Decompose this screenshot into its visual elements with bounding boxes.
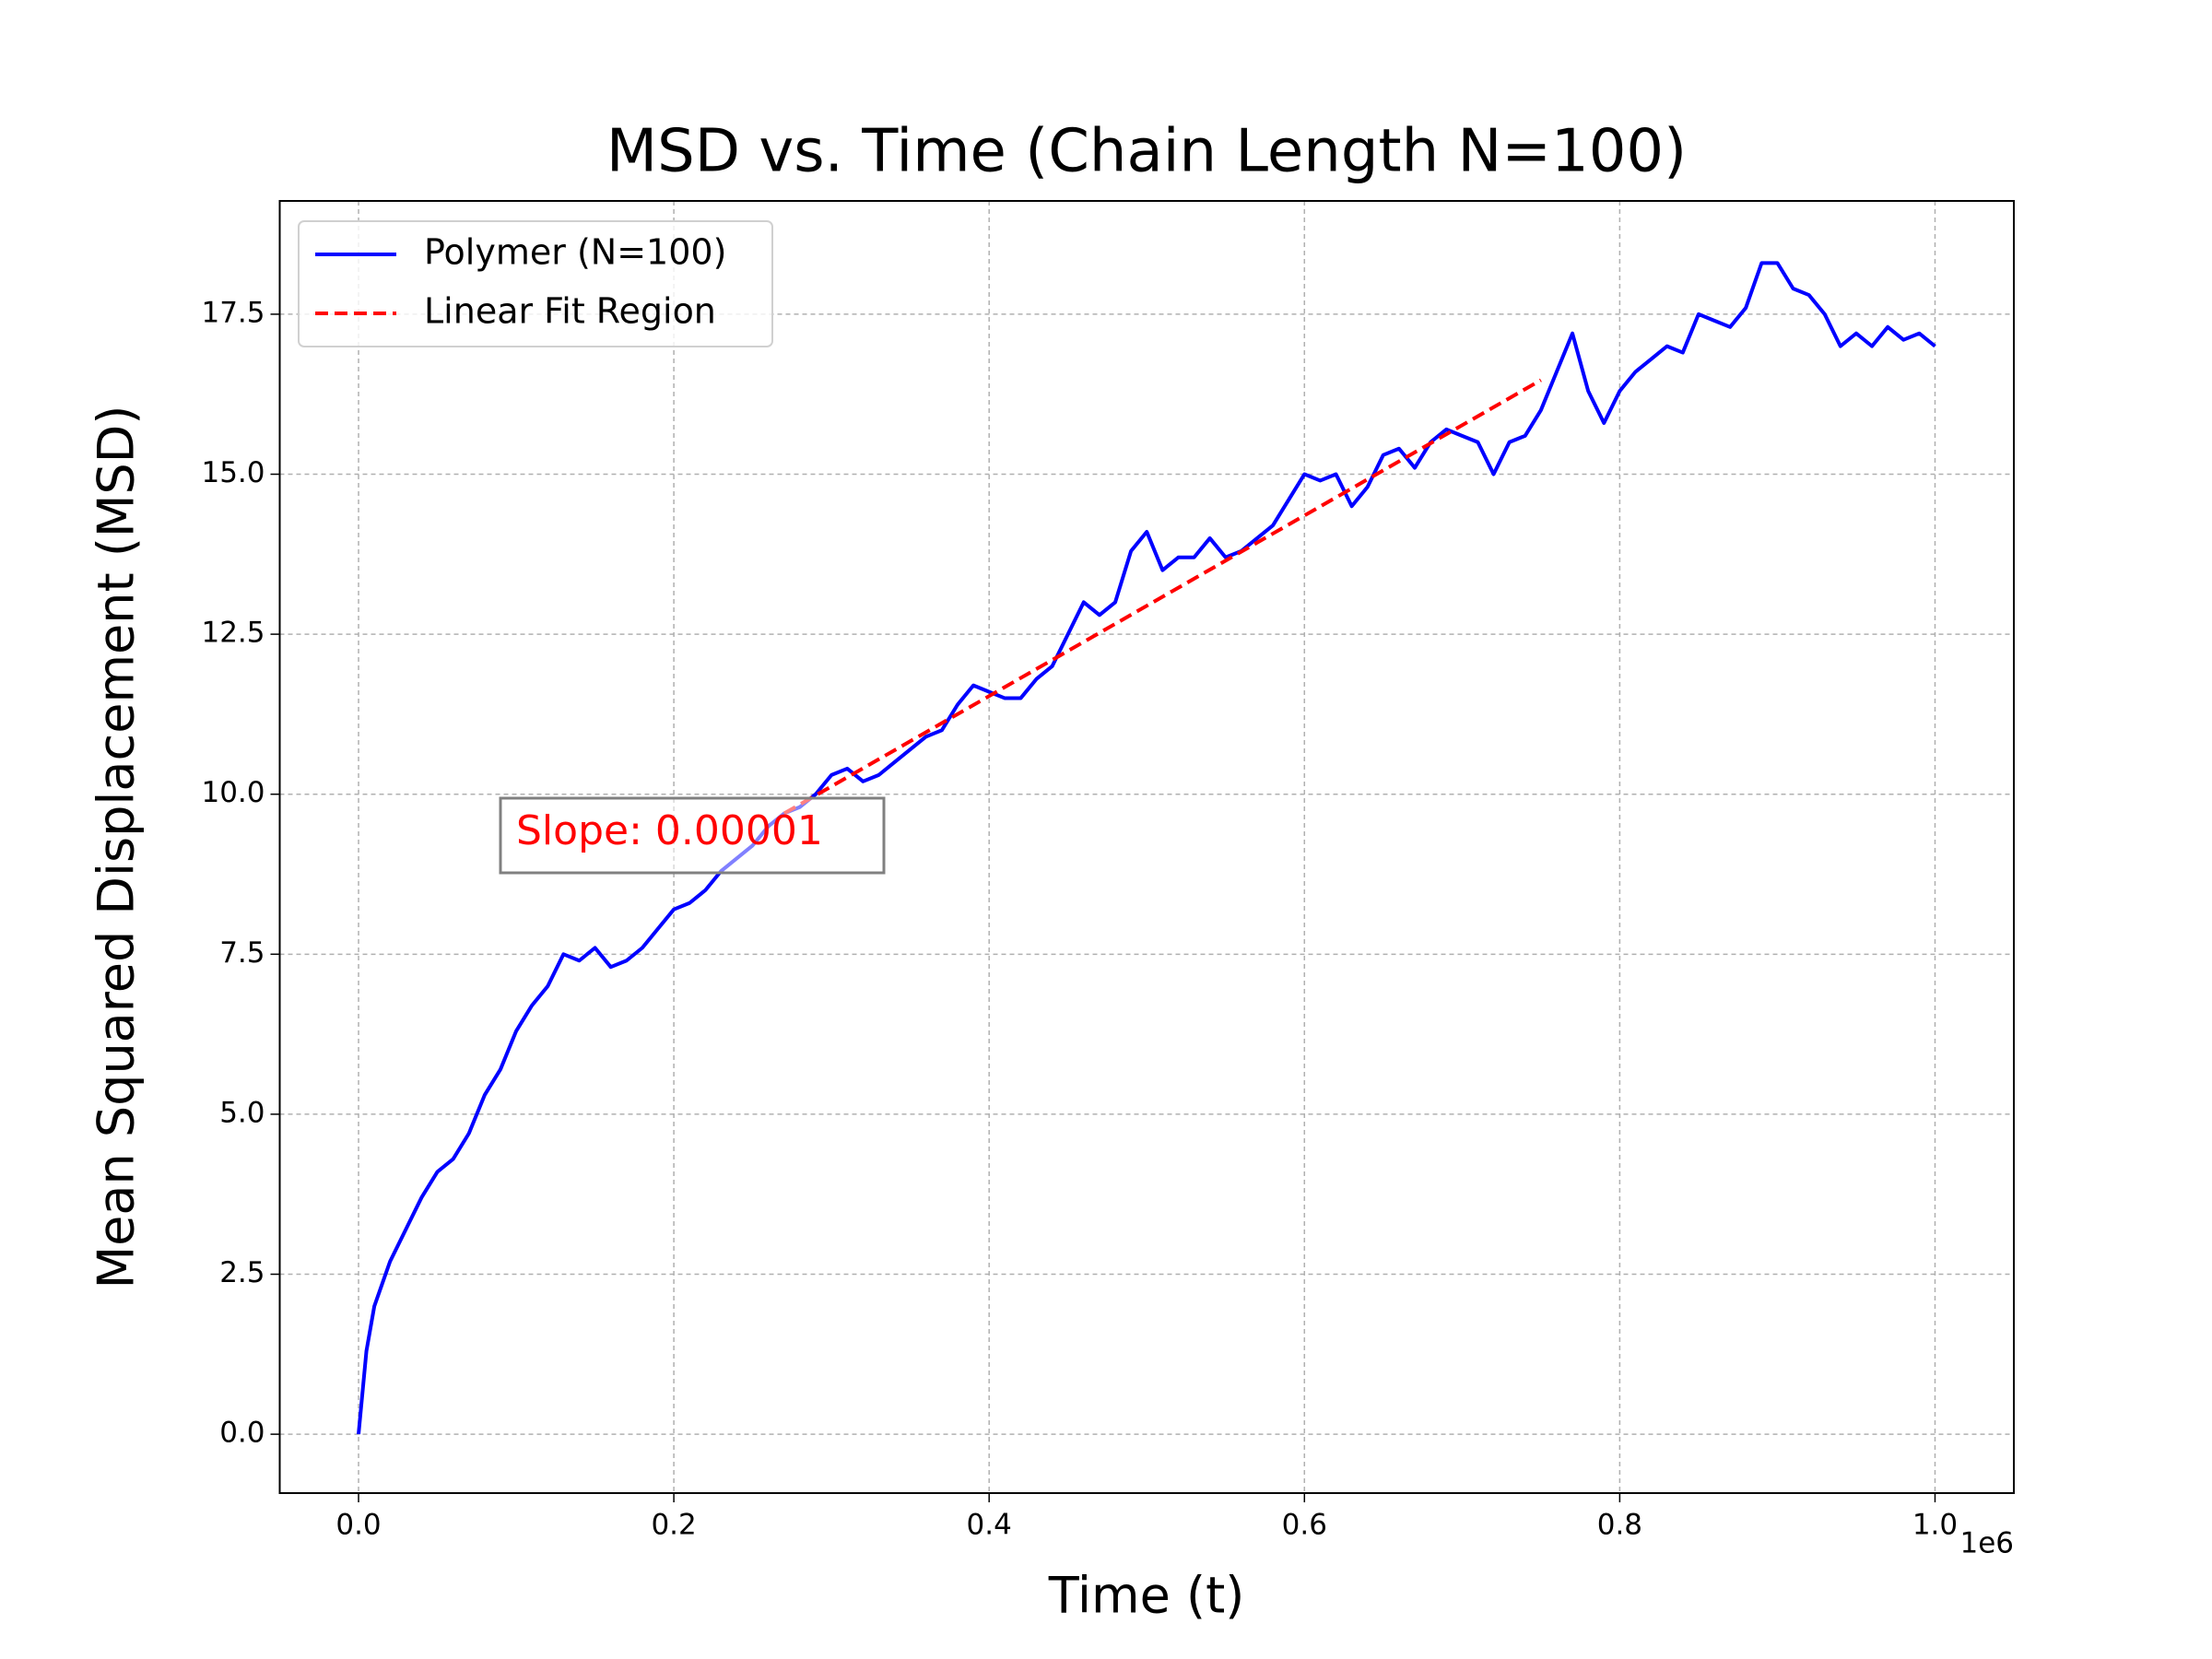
series-line (357, 261, 1936, 1435)
chart-title: MSD vs. Time (Chain Length N=100) (606, 118, 1687, 186)
annotation-box (499, 796, 886, 875)
y-tick-label: 15.0 (201, 456, 265, 489)
x-offset-label: 1e6 (1959, 1527, 2014, 1560)
y-tick-label: 5.0 (219, 1096, 265, 1129)
y-tick-label: 0.0 (219, 1417, 265, 1450)
y-tick-label: 7.5 (219, 936, 265, 970)
legend-label: Linear Fit Region (424, 291, 716, 332)
x-tick-label: 1.0 (1912, 1509, 1958, 1542)
legend-box (298, 220, 773, 347)
y-tick-label: 17.5 (201, 296, 265, 329)
y-axis-label: Mean Squared Displacement (MSD) (88, 406, 146, 1289)
plot-frame (278, 200, 2015, 1494)
x-tick-label: 0.4 (967, 1509, 1012, 1542)
annotation: Slope: 0.00001 (516, 807, 823, 854)
y-tick-label: 12.5 (201, 617, 265, 650)
y-tick-label: 10.0 (201, 776, 265, 809)
y-tick-label: 2.5 (219, 1256, 265, 1289)
x-tick-label: 0.0 (335, 1509, 381, 1542)
legend-label: Polymer (N=100) (424, 232, 726, 273)
series-line (782, 378, 1542, 816)
x-tick-label: 0.8 (1597, 1509, 1642, 1542)
x-tick-label: 0.2 (651, 1509, 696, 1542)
x-tick-label: 0.6 (1282, 1509, 1327, 1542)
x-axis-label: Time (t) (1048, 1567, 1245, 1625)
